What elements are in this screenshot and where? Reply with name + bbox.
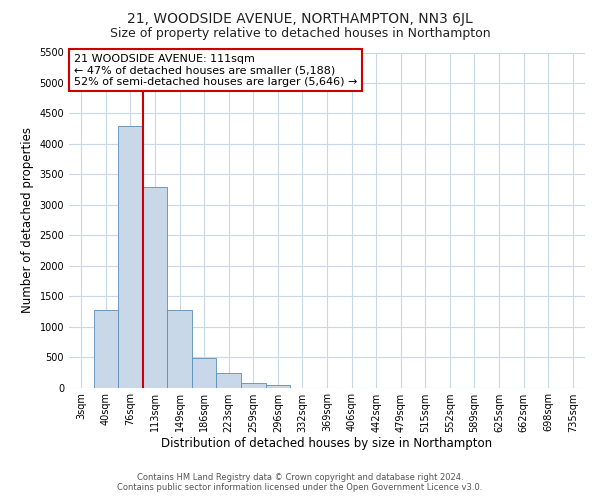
Y-axis label: Number of detached properties: Number of detached properties xyxy=(21,127,34,313)
X-axis label: Distribution of detached houses by size in Northampton: Distribution of detached houses by size … xyxy=(161,438,493,450)
Bar xyxy=(266,386,290,388)
Text: Contains HM Land Registry data © Crown copyright and database right 2024.
Contai: Contains HM Land Registry data © Crown c… xyxy=(118,473,482,492)
Text: Size of property relative to detached houses in Northampton: Size of property relative to detached ho… xyxy=(110,28,490,40)
Bar xyxy=(241,383,266,388)
Text: 21, WOODSIDE AVENUE, NORTHAMPTON, NN3 6JL: 21, WOODSIDE AVENUE, NORTHAMPTON, NN3 6J… xyxy=(127,12,473,26)
Bar xyxy=(94,310,118,388)
Bar xyxy=(143,186,167,388)
Text: 21 WOODSIDE AVENUE: 111sqm
← 47% of detached houses are smaller (5,188)
52% of s: 21 WOODSIDE AVENUE: 111sqm ← 47% of deta… xyxy=(74,54,357,87)
Bar xyxy=(167,310,192,388)
Bar xyxy=(118,126,143,388)
Bar xyxy=(192,358,217,388)
Bar xyxy=(217,374,241,388)
